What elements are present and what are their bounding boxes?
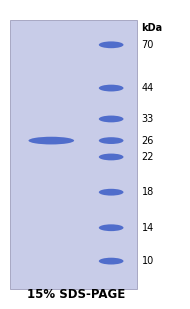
Ellipse shape: [99, 154, 124, 160]
Text: kDa: kDa: [142, 23, 163, 33]
Text: 33: 33: [142, 114, 154, 124]
Text: 26: 26: [142, 136, 154, 146]
Text: 70: 70: [142, 40, 154, 50]
Ellipse shape: [99, 116, 124, 122]
Ellipse shape: [99, 189, 124, 196]
Text: 15% SDS-PAGE: 15% SDS-PAGE: [27, 288, 125, 301]
Text: 44: 44: [142, 83, 154, 93]
Ellipse shape: [99, 41, 124, 48]
Text: 10: 10: [142, 256, 154, 266]
Ellipse shape: [99, 224, 124, 231]
Ellipse shape: [99, 137, 124, 144]
Text: 22: 22: [142, 152, 154, 162]
Text: 18: 18: [142, 187, 154, 197]
Ellipse shape: [28, 137, 74, 145]
Text: 14: 14: [142, 223, 154, 233]
Ellipse shape: [99, 85, 124, 91]
FancyBboxPatch shape: [10, 20, 137, 289]
Ellipse shape: [99, 258, 124, 265]
